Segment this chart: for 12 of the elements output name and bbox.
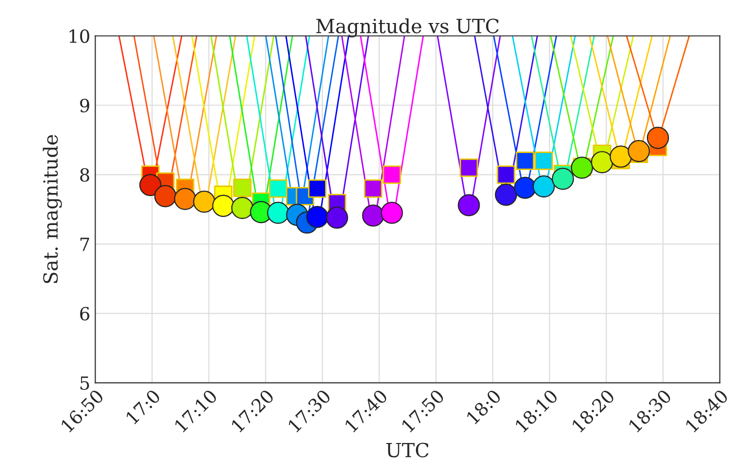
y-tick-label: 7 xyxy=(80,238,90,251)
y-tick-label: 6 xyxy=(80,306,90,321)
y-tick-label: 9 xyxy=(80,98,90,112)
y-tick-label: 8 xyxy=(80,168,90,182)
x-axis-title: UTC xyxy=(386,442,428,458)
chart-title: Magnitude vs UTC xyxy=(316,18,499,38)
y-tick-label: 10 xyxy=(70,29,90,43)
point xyxy=(380,202,403,224)
point xyxy=(552,168,574,190)
y-axis-title: Sat. magnitude xyxy=(42,135,62,283)
point xyxy=(570,156,594,179)
y-tick-label: 5 xyxy=(80,376,90,390)
